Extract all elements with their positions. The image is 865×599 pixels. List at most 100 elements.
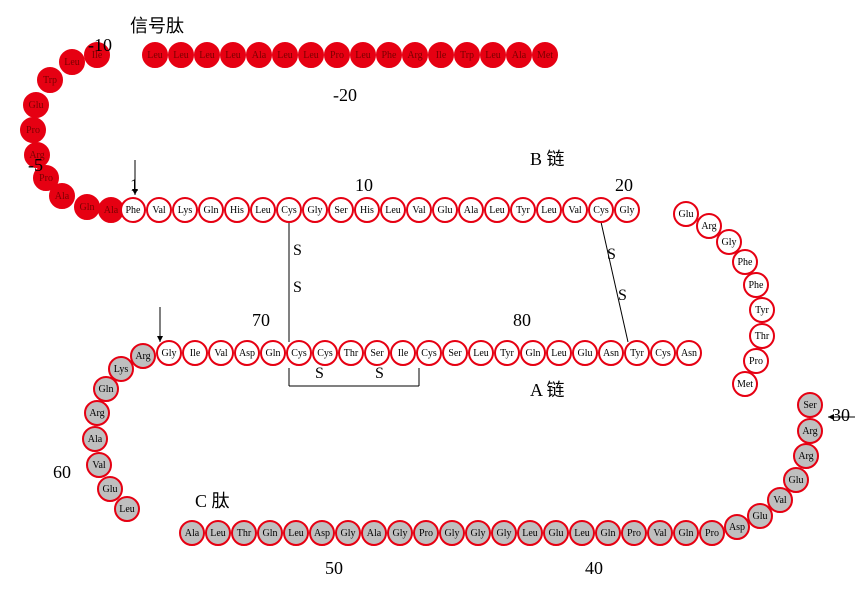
c-peptide-residue: Arg [797,418,823,444]
b-chain-residue: Glu [673,201,699,227]
a-chain-residue: Val [208,340,234,366]
b-chain-residue: Lys [172,197,198,223]
a-chain-residue: Ser [364,340,390,366]
c-peptide-residue: Asp [309,520,335,546]
a-chain-residue: Cys [650,340,676,366]
c-peptide-residue: Gln [257,520,283,546]
b-chain-residue: Phe [120,197,146,223]
label-n10: 10 [355,175,373,196]
label-b-chain-title: B 链 [530,145,565,171]
c-peptide-residue: Val [647,520,673,546]
c-peptide-residue: Asp [724,514,750,540]
ss-b7-a72-s-label: S [293,242,302,259]
signal-peptide-residue: Leu [350,42,376,68]
b-chain-residue: Val [406,197,432,223]
label-n-5: -5 [28,155,43,176]
c-peptide-residue: Gly [465,520,491,546]
b-chain-residue: His [354,197,380,223]
c-peptide-residue: Pro [699,520,725,546]
signal-peptide-residue: Pro [324,42,350,68]
signal-peptide-residue: Gln [74,194,100,220]
c-peptide-residue: Gly [387,520,413,546]
label-n70: 70 [252,310,270,331]
c-peptide-residue: Pro [413,520,439,546]
signal-peptide-residue: Trp [454,42,480,68]
a-chain-residue: Asn [676,340,702,366]
label-n40: 40 [585,558,603,579]
b-chain-residue: Gly [302,197,328,223]
c-peptide-residue: Pro [621,520,647,546]
signal-peptide-residue: Ile [428,42,454,68]
c-peptide-residue: Arg [793,443,819,469]
a-chain-residue: Ile [182,340,208,366]
b-chain-residue: Val [146,197,172,223]
c-peptide-residue: Leu [283,520,309,546]
signal-peptide-residue: Leu [168,42,194,68]
c-peptide-residue: Ala [361,520,387,546]
signal-peptide-residue: Ala [506,42,532,68]
b-chain-residue: Leu [380,197,406,223]
label-n20: 20 [615,175,633,196]
signal-peptide-residue: Ala [49,183,75,209]
signal-peptide-residue: Ala [246,42,272,68]
label-n80: 80 [513,310,531,331]
label-n-20: -20 [333,85,357,106]
b-chain-residue: Met [732,371,758,397]
signal-peptide-residue: Trp [37,67,63,93]
label-c-peptide-title: C 肽 [195,487,230,513]
signal-peptide-residue: Leu [142,42,168,68]
signal-peptide-residue: Leu [220,42,246,68]
signal-peptide-residue: Phe [376,42,402,68]
c-peptide-residue: Ala [82,426,108,452]
ss-a71-a76-s-label: S [375,365,384,382]
signal-peptide-residue: Leu [59,49,85,75]
a-chain-residue: Ser [442,340,468,366]
b-chain-residue: Glu [432,197,458,223]
a-chain-residue: Ile [390,340,416,366]
c-peptide-residue: Ala [179,520,205,546]
a-chain-residue: Tyr [494,340,520,366]
b-chain-residue: Gln [198,197,224,223]
a-chain-residue: Leu [468,340,494,366]
label-n60: 60 [53,462,71,483]
a-chain-residue: Asp [234,340,260,366]
a-chain-residue: Asn [598,340,624,366]
ss-b7-a72-s-label: S [293,279,302,296]
c-peptide-residue: Glu [543,520,569,546]
c-peptide-residue: Thr [231,520,257,546]
b-chain-residue: Cys [276,197,302,223]
b-chain-residue: Phe [743,272,769,298]
signal-peptide-residue: Pro [20,117,46,143]
b-chain-residue: Gly [614,197,640,223]
c-peptide-residue: Leu [517,520,543,546]
c-peptide-residue: Glu [97,476,123,502]
c-peptide-residue: Leu [114,496,140,522]
c-peptide-residue: Glu [747,503,773,529]
b-chain-residue: Ala [458,197,484,223]
c-peptide-residue: Gly [491,520,517,546]
b-chain-residue: Ser [328,197,354,223]
a-chain-residue: Glu [572,340,598,366]
a-chain-residue: Tyr [624,340,650,366]
a-chain-residue: Gln [520,340,546,366]
signal-peptide-residue: Glu [23,92,49,118]
c-peptide-residue: Leu [205,520,231,546]
b-chain-residue: Tyr [749,297,775,323]
ss-b19-a88-line [601,222,628,342]
a-chain-residue: Cys [286,340,312,366]
c-peptide-residue: Gln [673,520,699,546]
c-peptide-residue: Gly [439,520,465,546]
label-a-chain-title: A 链 [530,376,565,402]
b-chain-residue: Thr [749,323,775,349]
c-peptide-residue: Gln [595,520,621,546]
label-n1: 1 [130,175,139,196]
b-chain-residue: Cys [588,197,614,223]
signal-peptide-residue: Leu [298,42,324,68]
a-chain-residue: Leu [546,340,572,366]
c-peptide-residue: Arg [84,400,110,426]
signal-peptide-residue: Leu [480,42,506,68]
c-peptide-residue: Leu [569,520,595,546]
label-n-10: -10 [88,35,112,56]
a-chain-residue: Gly [156,340,182,366]
c-peptide-residue: Gly [335,520,361,546]
